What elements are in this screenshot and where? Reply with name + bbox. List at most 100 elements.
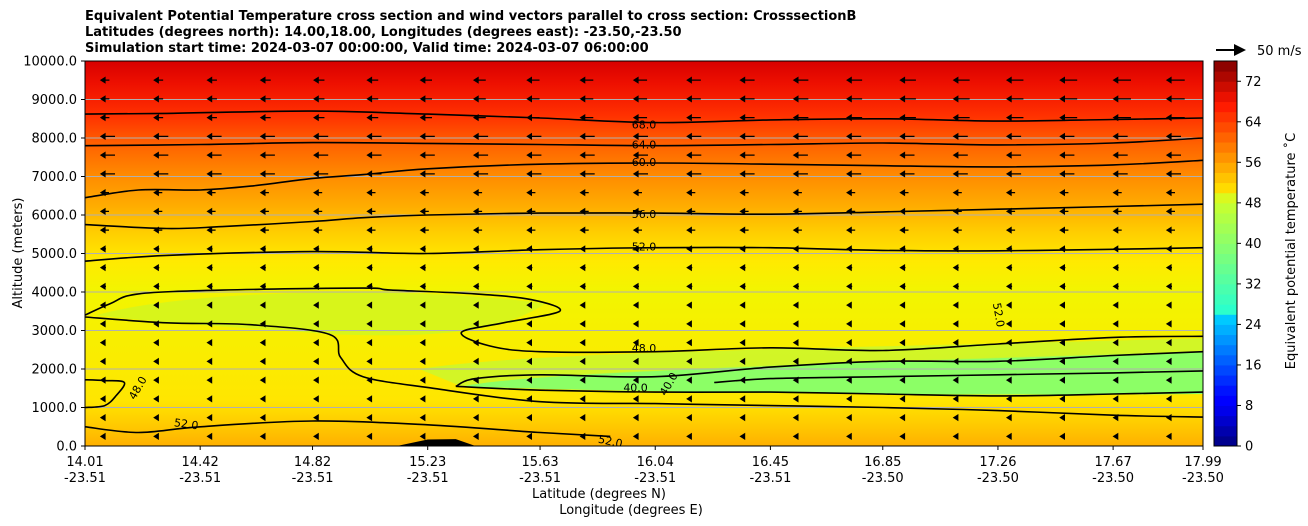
wind-vector [792,395,799,403]
colorbar-band [1214,152,1237,163]
wind-vector [1059,207,1069,215]
wind-vector [153,207,163,215]
wind-vector [1165,114,1185,122]
wind-vector [259,320,266,328]
contour-label: 52.0 [990,302,1007,328]
y-tick-label: 6000.0 [32,209,78,224]
wind-vector [259,432,266,440]
wind-vector [792,432,799,440]
theta-e-region-40 [461,351,1203,395]
contour-label: 60.0 [632,156,657,169]
wind-vector [1059,151,1075,159]
wind-vector [313,357,319,365]
wind-vector [899,226,909,234]
wind-vector [739,76,755,84]
wind-vector [1165,132,1181,140]
wind-vector [739,245,746,253]
wind-vector [526,282,533,290]
wind-vector [526,95,540,103]
wind-vector [153,376,159,384]
wind-vector [899,132,915,140]
wind-vector [1059,264,1066,272]
wind-vector [366,376,373,384]
wind-vector [472,339,479,347]
contour-theta-e-60 [85,159,1203,199]
colorbar-band [1214,81,1237,92]
wind-vector [206,414,213,422]
colorbar-band [1214,61,1237,72]
wind-vector [846,114,863,122]
contour-theta-e-40-lower [455,385,1203,397]
colorbar-tick-label: 24 [1245,318,1262,333]
wind-vector [366,414,373,422]
colorbar-band [1214,395,1237,406]
wind-vector [686,189,696,197]
wind-vector [366,114,379,122]
wind-vector [526,114,540,122]
wind-vector [206,114,217,122]
colorbar-band [1214,131,1237,143]
wind-vector [1165,264,1172,272]
wind-vector [419,245,426,253]
x-tick-label-lon: -23.50 [1092,471,1134,486]
wind-vector [472,282,480,290]
wind-vector [366,320,373,328]
wind-vector [1005,395,1012,403]
wind-vector [472,395,479,403]
x-tick-label-lat: 17.67 [1095,455,1132,470]
colorbar-band [1214,405,1237,417]
wind-vector [579,132,595,140]
wind-vector [99,95,110,103]
wind-vector [472,264,480,272]
wind-vector [1165,245,1172,253]
wind-vector [259,114,271,122]
x-tick-label-lon: -23.51 [634,471,676,486]
y-tick-label: 9000.0 [32,93,78,108]
wind-vector [313,245,320,253]
wind-vector [206,376,213,384]
wind-vector [153,264,160,272]
x-axis-label-latitude: Latitude (degrees N) [532,487,666,502]
contour-label: 64.0 [632,139,657,152]
wind-vector [739,357,746,365]
wind-vector [99,301,106,309]
contour-label: 40.0 [623,381,648,394]
colorbar-band [1214,304,1237,315]
x-tick-label-lon: -23.51 [749,471,791,486]
colorbar-band [1214,101,1237,113]
wind-vector [686,264,693,272]
wind-vector [153,132,169,140]
wind-vector [419,76,432,84]
wind-vector [846,264,853,272]
wind-vector [899,189,909,197]
wind-vector [259,395,266,403]
wind-vector [579,301,586,309]
wind-vector [952,376,959,384]
wind-vector [419,320,426,328]
wind-vector [632,132,648,140]
wind-vector [899,245,906,253]
wind-vector [952,132,968,140]
wind-vector [1059,189,1069,197]
wind-vector [579,151,595,159]
wind-vector [1165,414,1172,422]
wind-vector [1005,282,1013,290]
wind-vector [952,432,959,440]
contour-label: 52.0 [632,241,657,254]
wind-vector [419,207,429,215]
wind-vector [419,226,429,234]
wind-vector [632,226,642,234]
wind-vector [686,76,701,84]
wind-vector [846,339,852,347]
wind-vector [1112,357,1119,365]
wind-vector [472,320,479,328]
contour-theta-e-48 [85,287,1203,354]
y-tick-label: 3000.0 [32,324,78,339]
contour-theta-e-64 [85,137,1203,147]
wind-vector [739,432,746,440]
wind-vector [526,432,532,440]
colorbar-tick-label: 32 [1245,277,1262,292]
wind-vector [792,76,809,84]
wind-vector [579,207,589,215]
wind-vector [153,414,159,422]
